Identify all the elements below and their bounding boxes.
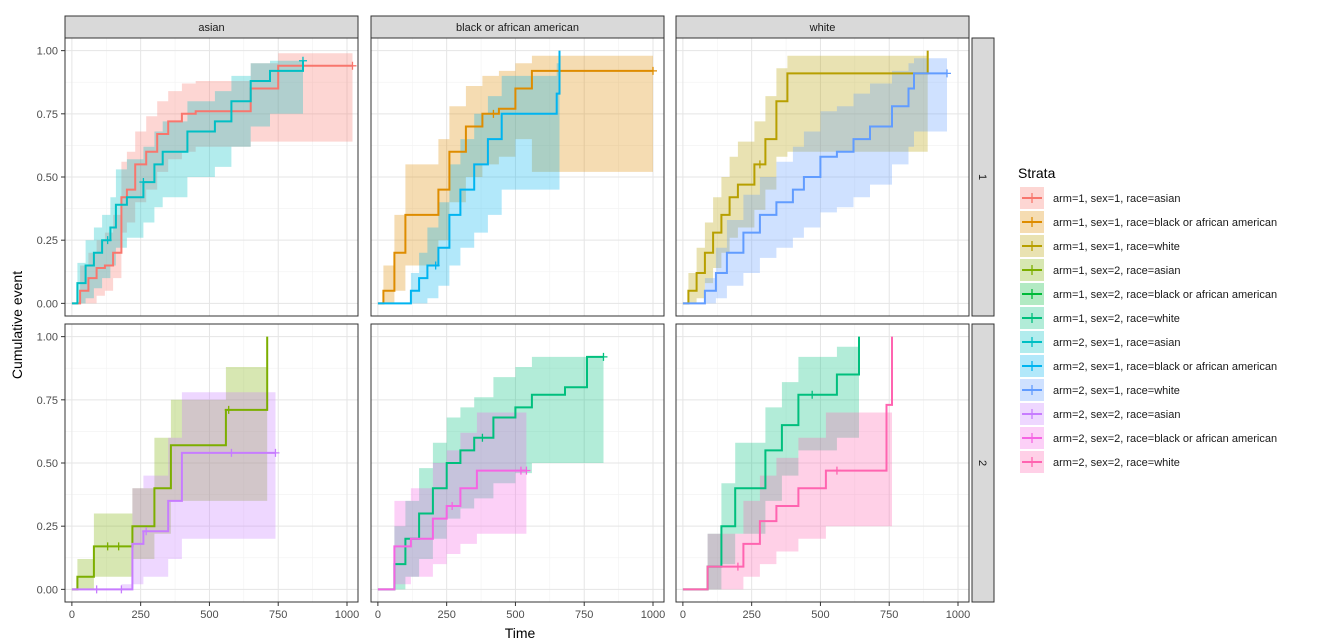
- panel-r1-c2-border: [675, 323, 970, 603]
- panel-r1-c2-step-line-1: [682, 336, 893, 591]
- panel-r0-c1-ci-band-1: [377, 63, 560, 304]
- panel-r0-c0-step-line-1: [71, 60, 304, 305]
- legend-label-4: arm=1, sex=2, race=black or african amer…: [1053, 289, 1277, 301]
- panel-r0-c2-ci-band-1: [682, 58, 947, 304]
- panel-r0-c0-censor-mark-1-1: [139, 178, 148, 187]
- row-strip-label-0: 1: [976, 174, 988, 180]
- facet-panels: asian black or african american white 1 2 0.0…: [37, 15, 995, 621]
- panel-r1-c0-x-tick-label-3: 750: [269, 609, 287, 621]
- panel-r1-c1-ci-band-0: [377, 356, 604, 590]
- panel-r0-c0-y-tick-label-2: 0.50: [37, 172, 58, 184]
- panel-r1-c0-y-tick-label-3: 0.75: [37, 395, 58, 407]
- panel-r1-c2-x-tick-label-0: 0: [680, 609, 686, 621]
- panel-r1-c0-censor-mark-1-4: [271, 448, 280, 457]
- panel-r1-c0-censor-mark-1-3: [227, 448, 236, 457]
- panel-r0-c1-step-line-0: [377, 69, 653, 305]
- panel-r0-c2-censor-mark-1-0: [942, 69, 951, 78]
- legend-label-0: arm=1, sex=1, race=asian: [1053, 193, 1181, 205]
- panel-r1-c2-censor-mark-0-0: [808, 390, 817, 399]
- panel-r1-c2-x-tick-label-4: 1000: [946, 609, 970, 621]
- panel-r0-c0-censor-mark-1-2: [298, 56, 307, 65]
- panel-r0-c1-censor-mark-1-0: [431, 261, 440, 270]
- panel-r1-c0-censor-mark-0-1: [114, 542, 123, 551]
- panel-r0-c0-step-line-0: [71, 64, 353, 305]
- legend-label-10: arm=2, sex=2, race=black or african amer…: [1053, 433, 1277, 445]
- panel-r1-c1-border: [370, 323, 665, 603]
- panel-r1-c0-x-tick-label-4: 1000: [335, 609, 359, 621]
- legend-label-5: arm=1, sex=2, race=white: [1053, 313, 1180, 325]
- legend-label-9: arm=2, sex=2, race=asian: [1053, 409, 1181, 421]
- panel-r0-c2-step-line-0: [682, 50, 929, 305]
- panel-r0-c2-ci-band-0: [682, 55, 928, 304]
- panel-r1-c1-x-tick-label-1: 250: [437, 609, 455, 621]
- panel-r0-c0-y-tick-label-4: 1.00: [37, 46, 58, 58]
- row-strip-0: [971, 37, 995, 317]
- panel-r0-c1-censor-mark-0-1: [648, 66, 657, 75]
- panel-r1-c0-censor-mark-1-1: [117, 585, 126, 594]
- row-strip-label-1: 2: [976, 460, 988, 466]
- panel-r1-c2-ci-band-1: [682, 412, 892, 590]
- panel-r1-c0-censor-mark-0-0: [103, 542, 112, 551]
- panel-r1-c1-x-tick-label-4: 1000: [641, 609, 665, 621]
- panel-r0-c1-border: [370, 37, 665, 317]
- panel-r1-c1-x-tick-label-2: 500: [506, 609, 524, 621]
- panel-r0-c0-y-tick-label-1: 0.25: [37, 235, 58, 247]
- legend: arm=1, sex=1, race=asian arm=1, sex=1, ra…: [1020, 187, 1277, 473]
- panel-r1-c0-censor-mark-0-2: [224, 405, 233, 414]
- panel-r0-c1-step-line-1: [377, 50, 561, 305]
- panel-r1-c0-y-tick-label-2: 0.50: [37, 458, 58, 470]
- legend-label-11: arm=2, sex=2, race=white: [1053, 457, 1180, 469]
- panel-r1-c1-x-tick-label-3: 750: [575, 609, 593, 621]
- panel-r1-c0-ci-band-0: [71, 367, 268, 590]
- panel-r0-c0-y-tick-label-0: 0.00: [37, 298, 58, 310]
- panel-r1-c0-y-tick-label-0: 0.00: [37, 584, 58, 596]
- panel-r0-c2-censor-mark-0-0: [755, 160, 764, 169]
- panel-r1-c0-y-tick-label-4: 1.00: [37, 332, 58, 344]
- panel-r1-c2-x-tick-label-2: 500: [811, 609, 829, 621]
- panel-r0-c0-censor-mark-0-0: [348, 61, 357, 70]
- panel-r0-c1-ci-band-0: [377, 55, 653, 304]
- panel-r1-c2-x-tick-label-1: 250: [742, 609, 760, 621]
- panel-r0-c1-censor-mark-0-0: [489, 109, 498, 118]
- y-axis-label: Cumulative event: [9, 271, 25, 379]
- col-strip-label-0: asian: [198, 22, 224, 34]
- panel-r0-c0-ci-band-0: [71, 53, 353, 304]
- panel-r1-c1-ci-band-1: [377, 412, 527, 590]
- panel-r1-c2-censor-mark-1-0: [733, 562, 742, 571]
- panel-r0-c2-border: [675, 37, 970, 317]
- panel-r1-c1-censor-mark-1-2: [522, 466, 531, 475]
- legend-label-7: arm=2, sex=1, race=black or african amer…: [1053, 361, 1277, 373]
- legend-title: Strata: [1018, 165, 1056, 181]
- x-axis-label: Time: [505, 625, 536, 641]
- panel-r1-c1-censor-mark-0-0: [478, 433, 487, 442]
- panel-r1-c1-censor-mark-0-1: [599, 352, 608, 361]
- legend-label-2: arm=1, sex=1, race=white: [1053, 241, 1180, 253]
- panel-r1-c0-censor-mark-1-2: [142, 527, 151, 536]
- panel-r1-c2-x-tick-label-3: 750: [880, 609, 898, 621]
- legend-label-6: arm=2, sex=1, race=asian: [1053, 337, 1181, 349]
- panel-r1-c0-x-tick-label-2: 500: [200, 609, 218, 621]
- panel-r0-c0-censor-mark-1-0: [103, 236, 112, 245]
- panel-r1-c2-ci-band-0: [682, 346, 859, 590]
- col-strip-label-1: black or african american: [456, 22, 579, 34]
- panel-r0-c0-y-tick-label-3: 0.75: [37, 109, 58, 121]
- panel-r1-c1-step-line-1: [377, 469, 527, 591]
- panel-r1-c1-x-tick-label-0: 0: [375, 609, 381, 621]
- panel-r1-c0-y-tick-label-1: 0.25: [37, 521, 58, 533]
- panel-r1-c0-censor-mark-1-0: [92, 585, 101, 594]
- panel-r1-c1-censor-mark-1-0: [448, 501, 457, 510]
- panel-r1-c0-x-tick-label-1: 250: [131, 609, 149, 621]
- legend-label-1: arm=1, sex=1, race=black or african amer…: [1053, 217, 1277, 229]
- row-strip-1: [971, 323, 995, 603]
- legend-label-8: arm=2, sex=1, race=white: [1053, 385, 1180, 397]
- panel-r0-c0-ci-band-1: [71, 58, 304, 304]
- panel-r0-c2-step-line-1: [682, 72, 947, 305]
- panel-r1-c2-censor-mark-1-1: [832, 466, 841, 475]
- legend-label-3: arm=1, sex=2, race=asian: [1053, 265, 1181, 277]
- col-strip-label-2: white: [809, 22, 836, 34]
- panel-r1-c0-x-tick-label-0: 0: [69, 609, 75, 621]
- panel-r1-c0-ci-band-1: [71, 392, 276, 590]
